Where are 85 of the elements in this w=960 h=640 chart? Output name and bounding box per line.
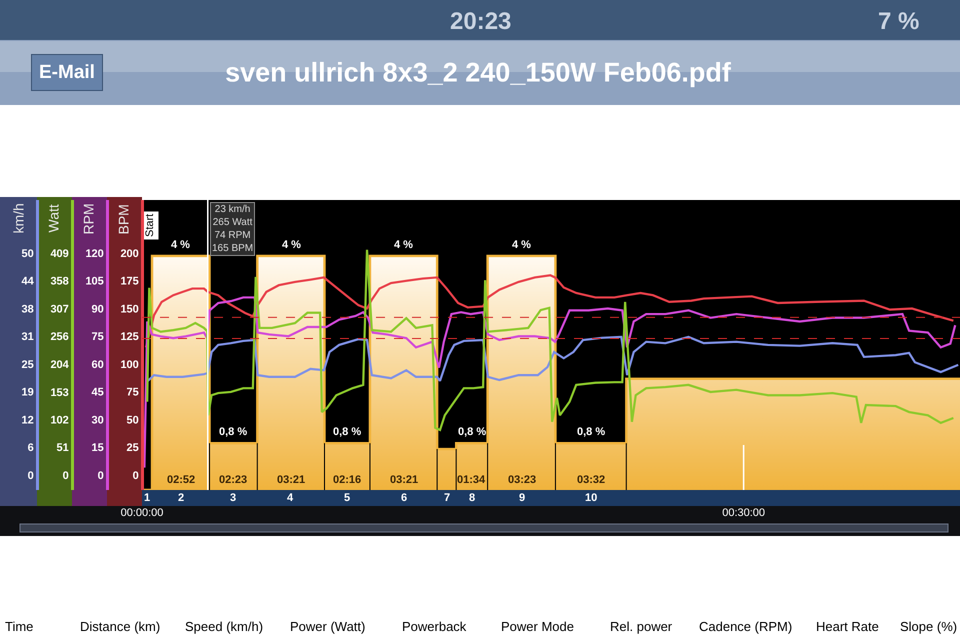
- text: 20:23: [450, 8, 512, 35]
- annotation: 02:23: [219, 474, 248, 486]
- chart-title: sven ullrich 8x3_2 240_150W Feb06.pdf: [225, 57, 732, 88]
- data-label: 4 %: [394, 239, 414, 251]
- text: Rel. power: [610, 619, 673, 634]
- y3-tick-label: 358: [50, 276, 69, 288]
- line-series: [143, 296, 956, 469]
- y-tick-label: 0: [132, 470, 139, 482]
- y3-tick-label: 153: [50, 386, 69, 399]
- ref-line-label: 23 km/h 265 Watt 74 RPM 165 BPM: [212, 204, 254, 254]
- y2-tick-label: 60: [92, 358, 104, 371]
- y-tick-label: 150: [120, 303, 139, 316]
- data-label: 4 %: [282, 239, 302, 251]
- y2-tick-label: 25: [22, 358, 34, 371]
- y2-tick-label: 19: [22, 386, 34, 399]
- y2-tick-label: 105: [85, 276, 104, 288]
- text: Slope (%): [900, 619, 958, 634]
- text: 1: [144, 492, 150, 504]
- text: Speed (km/h): [185, 619, 264, 634]
- y2-tick-label: 0: [98, 470, 104, 482]
- y3-tick-label: 0: [62, 470, 69, 482]
- y3-tick-label: 102: [50, 414, 69, 426]
- y-axis-title: BPM: [116, 204, 132, 234]
- data-label: 4 %: [512, 239, 532, 251]
- text: Cadence (RPM): [699, 619, 792, 634]
- y2-tick-label: 31: [22, 331, 34, 344]
- text: 5: [344, 492, 350, 504]
- text: 7 %: [878, 8, 920, 35]
- y3-tick-label: 307: [50, 303, 69, 316]
- text: 2: [178, 492, 184, 504]
- y2-tick-label: 15: [92, 442, 104, 454]
- data-label: 4 %: [171, 239, 190, 251]
- annotation: 03:32: [577, 474, 606, 486]
- text: Power Mode: [501, 619, 574, 634]
- text: Distance (km): [80, 619, 160, 634]
- y2-axis-title: km/h: [10, 203, 26, 234]
- y2-tick-label: 6: [28, 442, 34, 454]
- y2-tick-label: 30: [92, 414, 104, 426]
- y3-tick-label: 256: [50, 330, 69, 343]
- annotation: 02:52: [167, 474, 196, 486]
- data-label: 0,8 %: [577, 426, 606, 438]
- text: 3: [230, 492, 236, 504]
- y3-tick-label: 51: [56, 442, 69, 454]
- y-tick-label: 200: [120, 248, 139, 260]
- y2-tick-label: 38: [22, 303, 34, 316]
- text: Time: [5, 619, 34, 634]
- y2-tick-label: 90: [92, 303, 104, 316]
- y2-tick-label: 45: [92, 386, 104, 399]
- y-tick-label: 50: [126, 414, 139, 426]
- annotation: 02:16: [333, 474, 362, 486]
- y2-tick-label: 12: [22, 414, 34, 426]
- x-tick-label: 00:00:00: [120, 507, 164, 519]
- y-tick-label: 125: [120, 331, 139, 344]
- text: Powerback: [402, 619, 467, 634]
- data-label: 0,8 %: [333, 426, 362, 438]
- annotation: 01:34: [457, 474, 486, 486]
- y2-tick-label: 75: [92, 331, 104, 344]
- y-tick-label: 175: [120, 276, 139, 288]
- annotation: 03:21: [390, 474, 418, 486]
- y2-tick-label: 50: [22, 248, 34, 260]
- y2-tick-label: 0: [28, 470, 34, 482]
- annotation: Start: [144, 214, 156, 237]
- data-label: 0,8 %: [219, 426, 248, 438]
- y2-tick-label: 120: [85, 248, 104, 260]
- y-tick-label: 75: [126, 386, 139, 399]
- y2-tick-label: 44: [22, 276, 35, 288]
- y3-tick-label: 409: [50, 248, 69, 260]
- x-tick-label: 00:30:00: [722, 507, 766, 519]
- text: 7: [444, 492, 450, 504]
- text: 10: [585, 492, 598, 504]
- data-label: 0,8 %: [458, 426, 486, 438]
- text: 8: [469, 492, 476, 504]
- annotation: 03:21: [277, 474, 306, 486]
- y-tick-label: 100: [120, 358, 139, 371]
- annotation: 03:23: [508, 474, 536, 486]
- y3-tick-label: 204: [50, 359, 70, 372]
- text: E-Mail: [39, 62, 95, 83]
- text: Power (Watt): [290, 619, 366, 634]
- y-tick-label: 25: [126, 442, 139, 454]
- text: 9: [519, 492, 526, 504]
- text: 4: [287, 492, 294, 504]
- y3-axis-title: Watt: [46, 204, 62, 232]
- text: 6: [401, 492, 408, 504]
- text: Heart Rate: [816, 619, 879, 634]
- y2-axis-title: RPM: [80, 203, 96, 234]
